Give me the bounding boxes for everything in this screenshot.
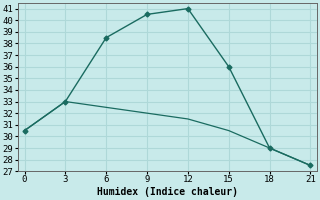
X-axis label: Humidex (Indice chaleur): Humidex (Indice chaleur) [97,187,238,197]
